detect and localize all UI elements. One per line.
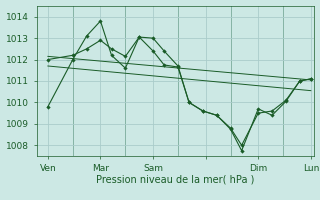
X-axis label: Pression niveau de la mer( hPa ): Pression niveau de la mer( hPa ) xyxy=(96,174,254,184)
